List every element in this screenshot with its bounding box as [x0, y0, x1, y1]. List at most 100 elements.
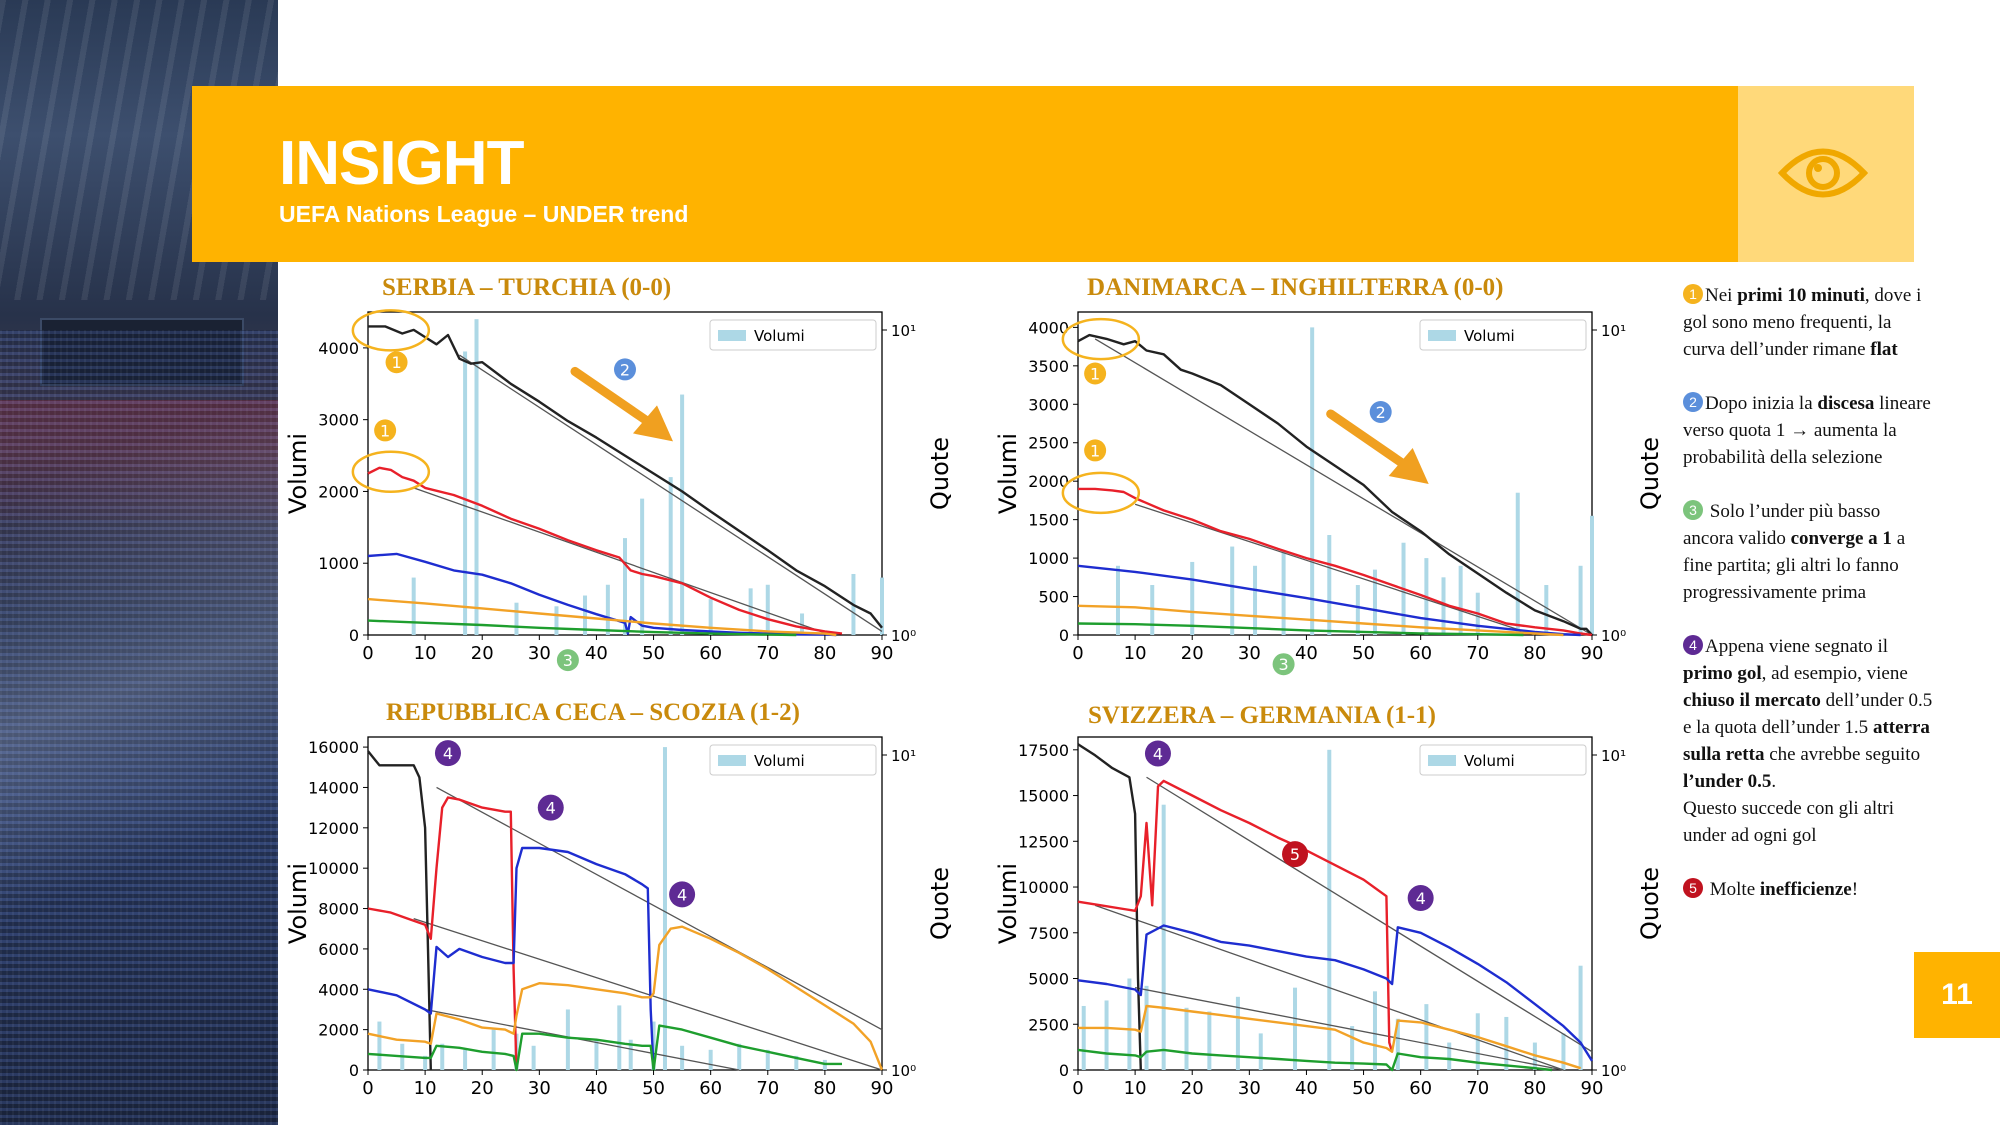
legend-label: Volumi: [1464, 752, 1515, 770]
annotation-badge: [434, 740, 461, 767]
volume-bar: [708, 599, 713, 635]
x-tick-label: 30: [528, 643, 551, 664]
x-tick-label: 70: [1466, 643, 1489, 664]
annotation-badge-label: 3: [563, 651, 573, 670]
arrow-head: [633, 405, 673, 442]
volume-bar: [1327, 535, 1332, 635]
header-banner: [192, 86, 1738, 262]
x-tick-label: 80: [813, 643, 836, 664]
right-axis-label: Quote: [1636, 437, 1664, 510]
volume-bar: [737, 1043, 742, 1070]
y-tick-label: 4000: [318, 980, 359, 999]
annotation-badge-label: 3: [1279, 655, 1289, 674]
right-tick-label: 10⁰: [891, 627, 916, 645]
right-tick-label: 10¹: [891, 747, 916, 765]
x-tick-label: 90: [1581, 643, 1604, 664]
x-tick-label: 10: [414, 1078, 437, 1099]
x-tick-label: 0: [1072, 643, 1083, 664]
x-tick-label: 50: [1352, 643, 1375, 664]
annotation-badge-label: 1: [1090, 365, 1100, 384]
x-tick-label: 80: [1523, 1078, 1546, 1099]
chart-title-2: DANIMARCA – INGHILTERRA (0-0): [1087, 274, 1504, 301]
chart-serbia-turchia: 0 10 20 30 40 50 60 70 80 90 0 1000 2000 3000 4000 10⁰ 1…: [284, 309, 954, 672]
x-tick-label: 20: [471, 1078, 494, 1099]
annotation-badge-label: 1: [1090, 441, 1100, 460]
trend-line: [1134, 503, 1536, 636]
volume-bar: [491, 1029, 496, 1070]
volume-bar: [1081, 1005, 1086, 1070]
volume-bar: [1184, 1007, 1189, 1070]
x-tick-label: 10: [1124, 1078, 1147, 1099]
volume-bar: [1258, 1033, 1263, 1070]
annotation-badge: [537, 794, 564, 821]
volume-bar: [640, 498, 645, 635]
volume-bar: [605, 584, 610, 635]
series-line: [1077, 1048, 1553, 1072]
volume-bar: [463, 351, 468, 635]
annotation-badge-label: 2: [1376, 403, 1386, 422]
series-line: [1077, 622, 1524, 637]
volume-bar: [1515, 492, 1520, 635]
annotation-badge: [1084, 439, 1107, 462]
annotation-badge-label: 4: [546, 799, 556, 818]
legend-box: [1419, 319, 1587, 351]
legend-box: [709, 744, 877, 776]
badge-1: 1: [1683, 284, 1703, 304]
x-tick-label: 0: [362, 643, 373, 664]
series-line: [367, 1024, 842, 1072]
series-line: [1077, 604, 1564, 637]
y-tick-label: 0: [1059, 626, 1069, 645]
volume-bar: [1544, 585, 1549, 635]
header-icon-panel: [1738, 86, 1914, 262]
annotation-badge-label: 4: [677, 885, 687, 904]
volume-bar: [628, 1039, 633, 1070]
right-tick-label: 10¹: [891, 322, 916, 340]
x-tick-label: 60: [1409, 643, 1432, 664]
right-tick-label: 10⁰: [1601, 627, 1626, 645]
x-tick-label: 90: [871, 643, 894, 664]
volume-bar: [765, 584, 770, 635]
x-tick-label: 70: [1466, 1078, 1489, 1099]
annotation-badge: [1084, 362, 1107, 385]
badge-4: 4: [1683, 635, 1703, 655]
volume-bar: [474, 319, 479, 635]
y-tick-label: 10000: [308, 859, 359, 878]
annotation-badge: [385, 351, 408, 374]
volume-bar: [531, 1045, 536, 1070]
annotation-badge-label: 4: [1416, 889, 1426, 908]
legend-box: [1419, 744, 1587, 776]
volume-bar: [594, 1039, 599, 1070]
eye-icon: [1778, 148, 1868, 198]
chart-repubblica-ceca-scozia: 0 10 20 30 40 50 60 70 80 90 0 2000 4000 6000 8000 1000…: [284, 736, 954, 1099]
volume-bar: [1441, 577, 1446, 635]
volume-bar: [1327, 749, 1332, 1070]
x-tick-label: 60: [699, 1078, 722, 1099]
note-5-text: Molte inefficienze!: [1705, 879, 1859, 900]
note-5: 5 Molte inefficienze!: [1683, 876, 1933, 903]
x-tick-label: 30: [528, 1078, 551, 1099]
x-tick-label: 90: [871, 1078, 894, 1099]
plot-area: [367, 736, 883, 1071]
series-line: [1078, 487, 1593, 637]
y-tick-label: 2000: [318, 482, 359, 501]
volume-bar: [1355, 585, 1360, 635]
annotation-badge-label: 5: [1290, 845, 1300, 864]
highlight-ellipse: [1061, 317, 1141, 361]
x-tick-label: 40: [585, 1078, 608, 1099]
x-tick-label: 20: [1181, 643, 1204, 664]
annotation-badge: [1369, 400, 1392, 423]
y-tick-label: 2500: [1028, 434, 1069, 453]
series-line: [367, 925, 884, 1071]
volume-bar: [1310, 327, 1315, 635]
series-line: [367, 796, 518, 1071]
y-tick-label: 16000: [308, 738, 359, 757]
x-tick-label: 30: [1238, 1078, 1261, 1099]
x-tick-label: 60: [1409, 1078, 1432, 1099]
y-tick-label: 1000: [318, 554, 359, 573]
y-tick-label: 500: [1038, 588, 1069, 607]
legend-swatch: [718, 755, 746, 766]
volume-bar: [1475, 1013, 1480, 1070]
y-axis-label: Volumi: [994, 433, 1022, 514]
y-axis-label: Volumi: [284, 863, 312, 944]
trend-line: [1094, 338, 1593, 636]
